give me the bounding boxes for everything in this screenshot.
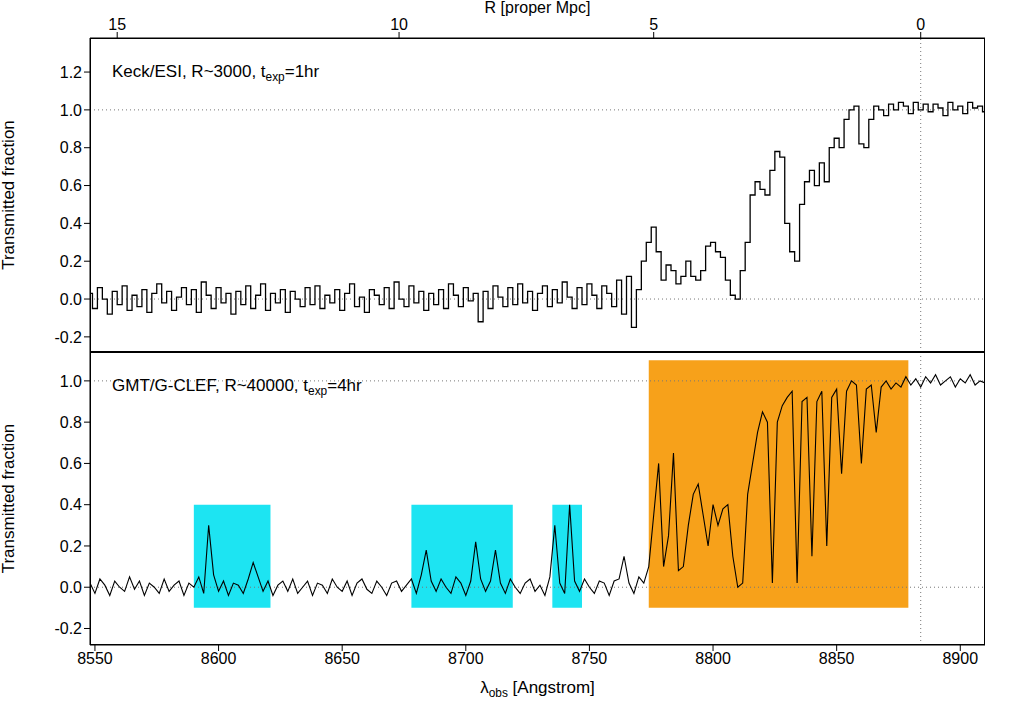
- html-text:GMT/G-CLEF, R~40000, texp=4hr: GMT/G-CLEF, R~40000, texp=4hr: [112, 376, 362, 399]
- svg-text:1.2: 1.2: [60, 64, 82, 81]
- html-text:λobs[Angstrom]: λobs[Angstrom]: [480, 678, 595, 701]
- svg-text:8650: 8650: [324, 650, 360, 667]
- svg-text:5: 5: [649, 16, 658, 33]
- svg-text:8750: 8750: [572, 650, 608, 667]
- svg-text:8800: 8800: [695, 650, 731, 667]
- svg-text:8700: 8700: [448, 650, 484, 667]
- svg-text:0.0: 0.0: [60, 579, 82, 596]
- svg-text:0: 0: [916, 16, 925, 33]
- svg-text:0.4: 0.4: [60, 215, 82, 232]
- svg-text:Transmitted fraction: Transmitted fraction: [8, 424, 18, 574]
- svg-text:1.0: 1.0: [60, 102, 82, 119]
- html-text:Keck/ESI, R~3000, texp=1hr: Keck/ESI, R~3000, texp=1hr: [112, 62, 320, 85]
- svg-text:0.8: 0.8: [60, 414, 82, 431]
- svg-text:8850: 8850: [819, 650, 855, 667]
- svg-text:10: 10: [390, 16, 408, 33]
- svg-text:0.6: 0.6: [60, 177, 82, 194]
- svg-text:0.6: 0.6: [60, 455, 82, 472]
- svg-text:-0.2: -0.2: [54, 620, 82, 637]
- svg-text:8600: 8600: [201, 650, 237, 667]
- svg-text:Transmitted fraction: Transmitted fraction: [8, 120, 18, 270]
- svg-text:0.2: 0.2: [60, 538, 82, 555]
- svg-text:-0.2: -0.2: [54, 329, 82, 346]
- svg-text:15: 15: [108, 16, 126, 33]
- svg-text:1.0: 1.0: [60, 373, 82, 390]
- svg-text:0.8: 0.8: [60, 139, 82, 156]
- svg-text:8900: 8900: [942, 650, 978, 667]
- svg-text:0.4: 0.4: [60, 496, 82, 513]
- svg-text:0.2: 0.2: [60, 253, 82, 270]
- html-text:R [proper Mpc]: R [proper Mpc]: [484, 0, 591, 16]
- svg-text:0.0: 0.0: [60, 291, 82, 308]
- svg-text:8550: 8550: [77, 650, 113, 667]
